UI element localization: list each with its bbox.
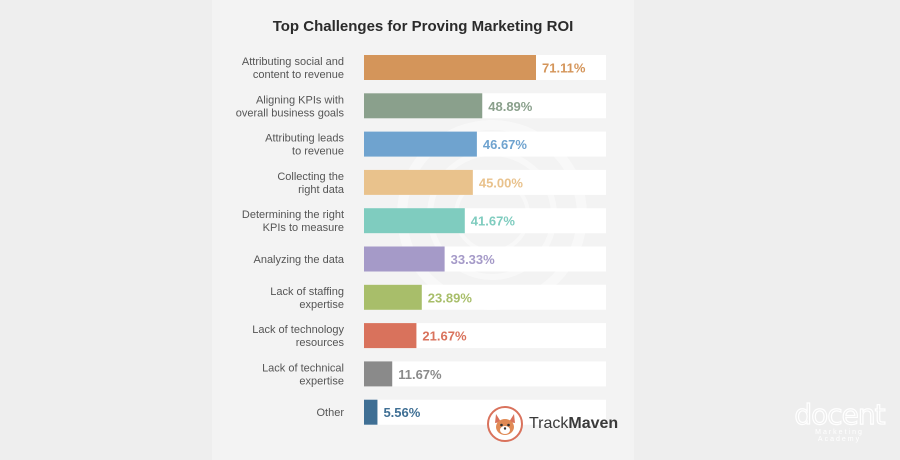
bar (364, 361, 393, 387)
bar (364, 169, 473, 195)
bar (364, 208, 465, 234)
bar-value-label: 5.56% (383, 405, 420, 420)
bar (364, 131, 477, 157)
bar-value-label: 33.33% (451, 252, 496, 267)
bar (364, 323, 417, 349)
category-label: Lack of staffing expertise (270, 286, 344, 311)
bar-value-label: 23.89% (428, 290, 473, 305)
infographic-card: Top Challenges for Proving Marketing ROI… (212, 0, 634, 460)
bar-value-label: 46.67% (483, 137, 528, 152)
corgi-mascot-icon (487, 406, 523, 442)
bar-value-label: 21.67% (422, 329, 467, 344)
category-label: Attributing social and content to revenue (242, 56, 344, 81)
category-label: Other (316, 407, 344, 419)
bar-chart: 71.11% Attributing social and content to r… (236, 55, 606, 425)
chart-title: Top Challenges for Proving Marketing ROI (272, 18, 574, 35)
category-label: Aligning KPIs with overall business goals (236, 94, 345, 119)
bar-value-label: 11.67% (398, 367, 442, 382)
docent-watermark: docent Marketing Academy (792, 397, 887, 443)
bar (364, 399, 378, 425)
left-background (0, 0, 212, 460)
bar (364, 93, 483, 119)
category-label: Lack of technical expertise (262, 362, 344, 387)
category-label: Lack of technology resources (252, 324, 344, 349)
category-label: Collecting the right data (277, 171, 345, 196)
right-background (634, 0, 900, 460)
bar (364, 246, 445, 272)
bar-value-label: 41.67% (471, 214, 516, 229)
docent-wordmark: docent (794, 397, 886, 431)
bar-track (364, 361, 606, 387)
bar-value-label: 45.00% (479, 175, 524, 190)
trackmaven-logo: TrackMaven (487, 406, 618, 442)
category-label: Determining the right KPIs to measure (242, 209, 344, 234)
logo-text: TrackMaven (529, 415, 619, 432)
category-label: Analyzing the data (253, 254, 344, 266)
docent-tagline: Marketing Academy (815, 429, 864, 443)
bar-value-label: 71.11% (542, 61, 586, 76)
bar (364, 55, 536, 80)
category-label: Attributing leads to revenue (265, 133, 344, 158)
bar-track (364, 399, 606, 425)
bar (364, 284, 422, 310)
bar-value-label: 48.89% (488, 99, 533, 114)
